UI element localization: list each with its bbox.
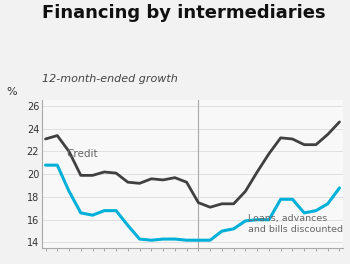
Text: Loans, advances
and bills discounted: Loans, advances and bills discounted xyxy=(248,214,343,234)
Text: Financing by intermediaries: Financing by intermediaries xyxy=(42,4,326,22)
Text: %: % xyxy=(6,87,16,97)
Text: Credit: Credit xyxy=(67,149,98,159)
Text: 12-month-ended growth: 12-month-ended growth xyxy=(42,74,178,84)
